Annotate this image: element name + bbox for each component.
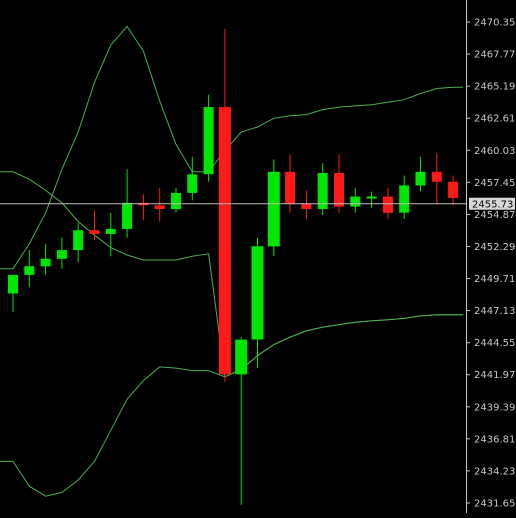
candle-body-bullish bbox=[251, 246, 264, 340]
bollinger-bands bbox=[0, 25, 464, 497]
candle bbox=[8, 274, 18, 313]
current-price-line: 2455.73 bbox=[0, 197, 515, 211]
candle bbox=[301, 190, 312, 219]
candle bbox=[235, 337, 248, 505]
candle-body-bearish bbox=[301, 204, 312, 210]
price-tick-label: 2444.55 bbox=[474, 338, 515, 349]
candle bbox=[251, 237, 264, 369]
candle bbox=[24, 250, 35, 288]
candle-body-bullish bbox=[122, 202, 133, 229]
candle bbox=[40, 243, 51, 275]
candle-body-bearish bbox=[334, 173, 344, 207]
price-tick-label: 2457.45 bbox=[474, 178, 515, 189]
candle bbox=[334, 154, 344, 213]
current-price-tag bbox=[469, 197, 515, 210]
candle bbox=[138, 194, 149, 221]
candle bbox=[317, 163, 328, 216]
candle-body-bullish bbox=[24, 266, 35, 275]
candle bbox=[399, 175, 410, 219]
price-tick-label: 2436.81 bbox=[474, 434, 515, 445]
price-tick-label: 2452.29 bbox=[474, 242, 515, 253]
band-middle-line bbox=[0, 171, 464, 378]
candle-body-bearish bbox=[154, 205, 165, 209]
candle bbox=[73, 222, 84, 263]
candle-body-bullish bbox=[171, 192, 181, 210]
candle bbox=[350, 187, 361, 213]
candle-body-bullish bbox=[350, 196, 361, 207]
price-tick-label: 2467.77 bbox=[474, 50, 515, 61]
price-tick-label: 2447.13 bbox=[474, 306, 515, 317]
band-lower-line bbox=[0, 314, 464, 497]
candle-body-bearish bbox=[285, 171, 296, 205]
current-price-label: 2455.73 bbox=[472, 200, 513, 211]
band-upper-line bbox=[0, 25, 464, 270]
price-tick-label: 2441.97 bbox=[474, 370, 515, 381]
candle-body-bearish bbox=[89, 230, 100, 234]
candle-body-bearish bbox=[218, 107, 231, 375]
candle bbox=[431, 153, 442, 205]
candle bbox=[154, 187, 165, 222]
candle-body-bearish bbox=[431, 171, 442, 182]
price-tick-label: 2470.35 bbox=[474, 18, 515, 29]
candle-body-bullish bbox=[8, 274, 18, 294]
candle-body-bullish bbox=[56, 250, 67, 259]
candle-body-bearish bbox=[382, 196, 393, 213]
candle bbox=[56, 237, 67, 269]
candle-body-bullish bbox=[366, 196, 377, 199]
candle-body-bullish bbox=[399, 185, 410, 213]
price-tick-label: 2454.87 bbox=[474, 210, 515, 221]
price-tick-label: 2465.19 bbox=[474, 82, 515, 93]
candle bbox=[448, 175, 459, 206]
candle bbox=[415, 156, 426, 192]
candle-body-bullish bbox=[267, 171, 280, 247]
candle bbox=[187, 156, 198, 201]
price-axis: 2470.35 2467.77 2465.19 2462.61 2460.03 2457.… bbox=[466, 0, 515, 513]
candle-body-bullish bbox=[235, 339, 248, 375]
candle-body-bullish bbox=[40, 258, 51, 267]
candle-body-bullish bbox=[317, 173, 328, 209]
candle-body-bullish bbox=[73, 230, 84, 251]
price-tick-label: 2434.23 bbox=[474, 466, 515, 477]
price-tick-label: 2462.61 bbox=[474, 114, 515, 125]
candle bbox=[366, 191, 377, 208]
candle bbox=[89, 210, 100, 241]
candle-body-bullish bbox=[415, 171, 426, 186]
candle-body-bullish bbox=[203, 107, 214, 175]
candle-body-bearish bbox=[448, 181, 459, 198]
price-tick-label: 2460.03 bbox=[474, 146, 515, 157]
price-tick-label: 2431.65 bbox=[474, 499, 515, 510]
candle bbox=[285, 154, 296, 213]
candle bbox=[203, 94, 214, 182]
candle bbox=[218, 28, 231, 382]
candle bbox=[267, 159, 280, 257]
candle-body-bullish bbox=[187, 174, 198, 193]
candles bbox=[8, 28, 459, 505]
candle-body-bullish bbox=[105, 228, 116, 234]
candle bbox=[171, 187, 181, 213]
price-tick-label: 2449.71 bbox=[474, 274, 515, 285]
price-tick-label: 2439.39 bbox=[474, 402, 515, 413]
candle bbox=[105, 212, 116, 257]
